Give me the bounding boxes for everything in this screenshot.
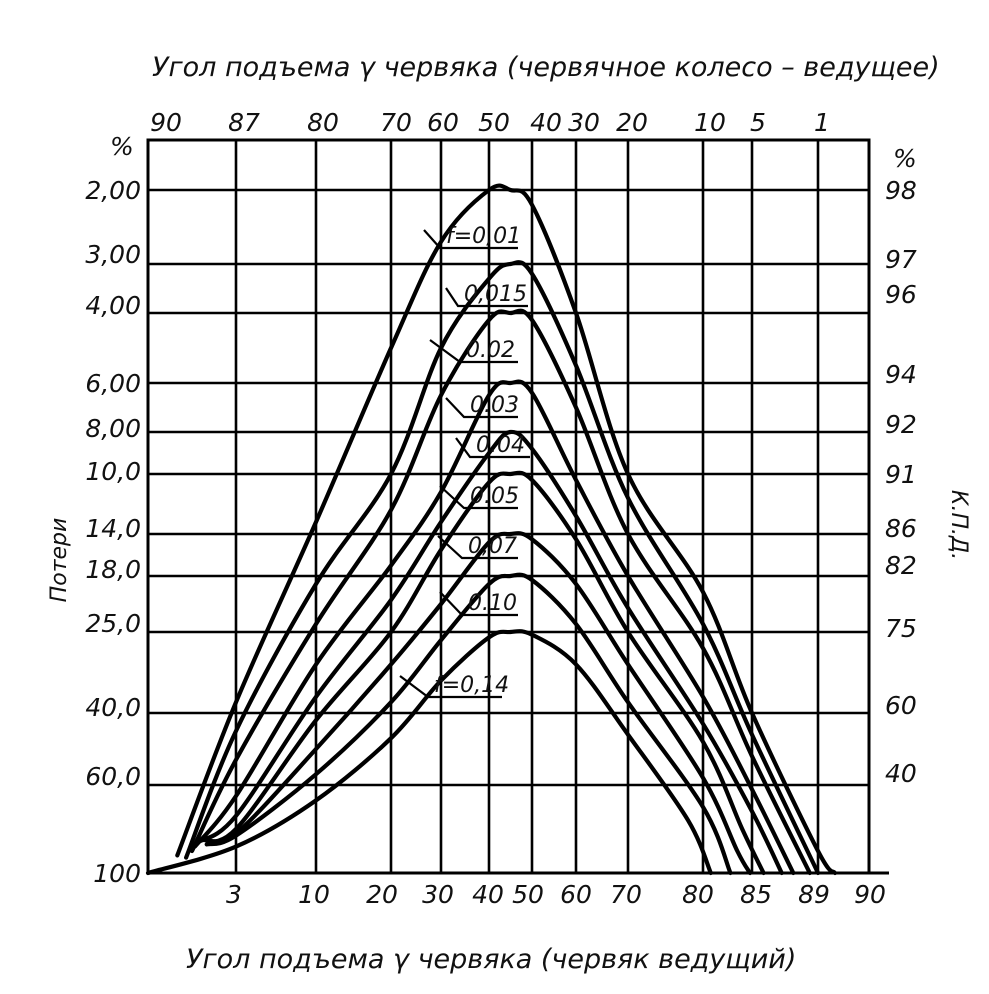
bottom-tick-label: 85 [740,880,772,909]
right-tick-label: 97 [885,245,917,274]
right-tick-label: 82 [885,551,917,580]
series-label-leader [455,437,530,459]
series-label-5: 0.04 [476,433,525,458]
bottom-axis-title: Угол подъема γ червяка (червяк ведущий) [186,944,796,975]
top-tick-label: 90 [150,108,182,137]
right-tick-label: 40 [885,759,917,788]
series-curve-7 [201,531,753,876]
series-label-leader [399,675,502,699]
series-curve-3 [189,308,812,876]
left-tick-label: 14,0 [85,514,141,543]
series-label-leader [437,535,518,560]
left-axis-title: Потери [47,518,72,603]
series-label-6: 0.05 [470,484,519,509]
top-tick-label: 20 [616,108,648,137]
left-tick-label: 40,0 [85,693,141,722]
series-curve-9 [145,629,713,876]
left-tick-label: 6,00 [85,369,141,398]
bottom-tick-label: 70 [610,880,642,909]
right-tick-label: 86 [885,514,917,543]
series-label-leader [445,287,528,308]
bottom-tick-label: 50 [512,880,544,909]
right-tick-label: 91 [885,460,917,489]
left-tick-label: 100 [93,859,141,888]
series-curves [145,183,838,876]
series-curve-2 [184,260,821,876]
top-tick-label: 80 [307,108,339,137]
bottom-tick-label: 90 [854,880,886,909]
series-label-leader [423,229,518,250]
series-curve-4 [192,379,796,876]
bottom-tick-label: 30 [422,880,454,909]
series-label-leader [445,397,518,419]
left-tick-label: 2,00 [85,176,141,205]
left-tick-label: 25,0 [85,609,141,638]
series-label-3: 0.02 [466,338,515,363]
series-label-leader [439,485,518,510]
right-unit-label: % [893,144,917,173]
top-tick-label: 50 [478,108,510,137]
top-tick-label: 5 [750,108,766,137]
left-tick-label: 8,00 [85,414,141,443]
top-tick-label: 40 [530,108,562,137]
top-tick-label: 60 [427,108,459,137]
left-tick-label: 60,0 [85,762,141,791]
bottom-tick-labels: 3 10 20 30 40 50 60 70 80 85 89 90 [226,880,886,909]
left-unit-label: % [110,132,134,161]
series-curve-6 [198,470,766,876]
series-label-1: f=0,01 [446,224,521,249]
top-tick-label: 10 [694,108,726,137]
series-labels: f=0,01 0,015 0.02 0.03 0.04 0.05 0,07 0.10 f=0,1… [399,224,530,699]
right-tick-label: 98 [885,176,917,205]
top-tick-label: 30 [568,108,600,137]
left-tick-label: 10,0 [85,457,141,486]
right-tick-label: 94 [885,360,917,389]
right-tick-label: 60 [885,691,917,720]
right-tick-label: 75 [885,614,917,643]
bottom-tick-label: 40 [472,880,504,909]
bottom-tick-label: 89 [798,880,830,909]
series-curve-1 [175,183,838,876]
series-label-9: f=0,14 [434,673,509,698]
right-tick-labels: 98 97 96 94 92 91 86 82 75 60 40 [885,176,917,788]
bottom-tick-label: 3 [226,880,242,909]
left-tick-label: 4,00 [85,291,141,320]
top-axis-title: Угол подъема γ червяка (червячное колесо… [152,52,940,83]
series-curve-8 [204,572,733,876]
right-tick-label: 96 [885,280,917,309]
series-label-leader [429,339,518,364]
series-label-7: 0,07 [468,534,517,559]
series-label-leader [439,591,518,617]
top-tick-labels: 90 87 80 70 60 50 40 30 20 10 5 1 [150,108,830,137]
bottom-tick-label: 20 [366,880,398,909]
series-curve-5 [195,429,784,876]
left-tick-label: 3,00 [85,240,141,269]
bottom-tick-label: 60 [560,880,592,909]
series-label-4: 0.03 [470,393,519,418]
top-tick-label: 70 [380,108,412,137]
series-label-2: 0,015 [464,282,527,307]
top-tick-label: 1 [814,108,830,137]
bottom-tick-label: 10 [298,880,330,909]
series-label-8: 0.10 [468,591,517,616]
bottom-tick-label: 80 [682,880,714,909]
right-tick-label: 92 [885,410,917,439]
left-tick-labels: 2,00 3,00 4,00 6,00 8,00 10,0 14,0 18,0 25,0 40,0… [85,176,141,888]
top-tick-label: 87 [228,108,260,137]
left-tick-label: 18,0 [85,555,141,584]
right-axis-title: К.П.Д. [946,490,971,560]
